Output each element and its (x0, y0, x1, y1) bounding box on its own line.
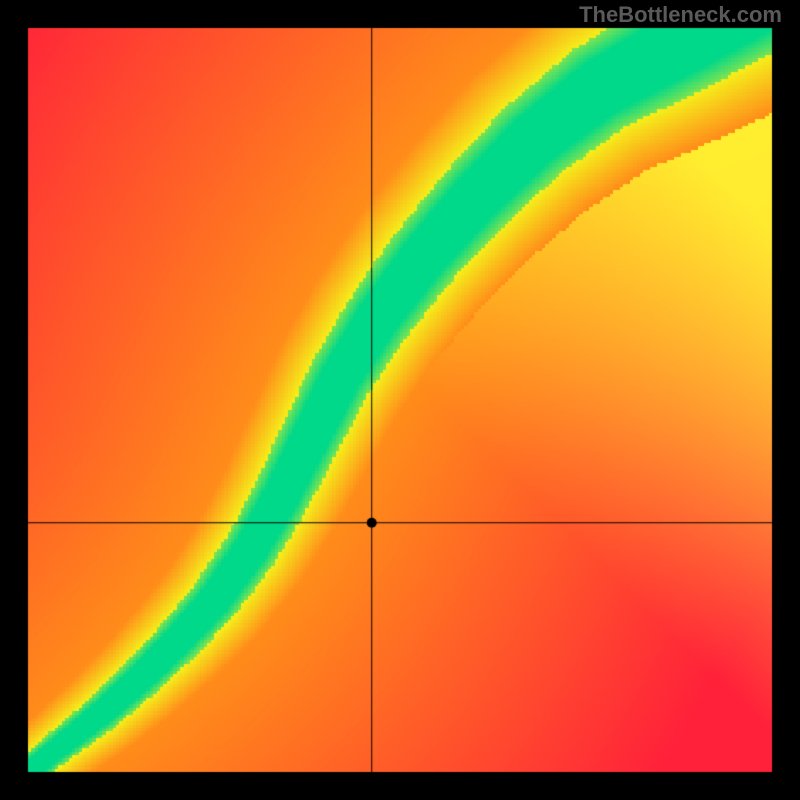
watermark-text: TheBottleneck.com (579, 2, 782, 28)
bottleneck-heatmap (0, 0, 800, 800)
